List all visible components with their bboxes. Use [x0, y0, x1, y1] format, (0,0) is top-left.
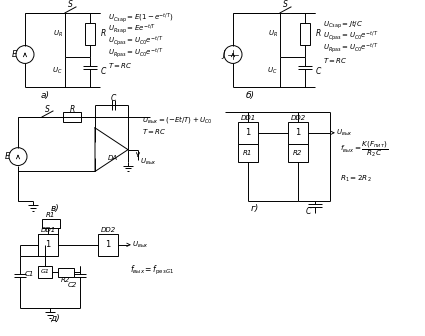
Text: 1: 1	[45, 240, 51, 249]
Text: 1: 1	[295, 128, 300, 137]
Text: $U_{R\text{раз}}=U_{C0}e^{-t/T}$: $U_{R\text{раз}}=U_{C0}e^{-t/T}$	[323, 42, 379, 55]
Text: в): в)	[51, 204, 60, 213]
Bar	[288, 122, 308, 144]
Text: $T=RC$: $T=RC$	[108, 61, 133, 70]
Text: DD2: DD2	[290, 115, 306, 121]
Text: E: E	[5, 152, 10, 161]
Text: $U_{вых}$: $U_{вых}$	[336, 128, 353, 138]
Text: DD2: DD2	[100, 227, 116, 233]
Text: E: E	[12, 50, 17, 59]
Text: R: R	[69, 104, 75, 114]
Text: S: S	[45, 104, 49, 114]
Bar	[85, 23, 95, 45]
Text: $U_C$: $U_C$	[267, 66, 278, 77]
Text: $R_1=2R_2$: $R_1=2R_2$	[340, 174, 371, 184]
Text: $T=RC$: $T=RC$	[323, 56, 348, 65]
Bar	[238, 122, 258, 144]
Text: R: R	[316, 29, 321, 38]
Text: г): г)	[251, 204, 259, 213]
Text: R: R	[101, 29, 106, 38]
Text: R1: R1	[46, 212, 56, 218]
Text: б): б)	[246, 91, 255, 100]
Text: 1: 1	[105, 240, 111, 249]
Text: $T=RC$: $T=RC$	[142, 127, 167, 136]
Text: C: C	[305, 207, 311, 216]
Text: R2: R2	[61, 277, 71, 283]
Text: DD1: DD1	[40, 227, 56, 233]
Text: $U_C$: $U_C$	[52, 66, 63, 77]
Bar	[300, 23, 310, 45]
Text: $U_R$: $U_R$	[268, 29, 278, 39]
Text: C: C	[101, 67, 106, 76]
Text: G1: G1	[40, 269, 49, 274]
Bar	[42, 219, 60, 228]
Text: S: S	[68, 0, 72, 9]
Text: C2: C2	[67, 283, 76, 288]
Bar	[58, 267, 74, 277]
Text: $U_R$: $U_R$	[53, 29, 63, 39]
Text: C: C	[110, 94, 116, 102]
Text: R2: R2	[293, 150, 303, 156]
Text: R1: R1	[243, 150, 253, 156]
Bar	[63, 112, 81, 122]
Bar	[238, 144, 258, 162]
Text: C1: C1	[25, 270, 34, 277]
Bar	[98, 234, 118, 256]
Text: DA: DA	[108, 155, 118, 161]
Text: 1: 1	[245, 128, 251, 137]
Bar	[38, 234, 58, 256]
Text: $U_{вых}=(-Et/T)+U_{C0}$: $U_{вых}=(-Et/T)+U_{C0}$	[142, 115, 212, 125]
Text: $U_{вых}$: $U_{вых}$	[132, 240, 149, 250]
Text: $f_{вых}=\dfrac{K(F_{пит})}{R_2C}$: $f_{вых}=\dfrac{K(F_{пит})}{R_2C}$	[340, 140, 388, 159]
Bar	[38, 266, 52, 278]
Text: $U_{R\text{зар}}=Ee^{-t/T}$: $U_{R\text{зар}}=Ee^{-t/T}$	[108, 23, 156, 37]
Text: $U_{C\text{раз}}=U_{C0}e^{-t/T}$: $U_{C\text{раз}}=U_{C0}e^{-t/T}$	[323, 30, 379, 43]
Text: $U_{C\text{зар}}=Jt/C$: $U_{C\text{зар}}=Jt/C$	[323, 18, 363, 31]
Text: д): д)	[50, 314, 60, 323]
Text: $U_{R\text{раз}}=U_{C0}e^{-t/T}$: $U_{R\text{раз}}=U_{C0}e^{-t/T}$	[108, 47, 164, 60]
Text: а): а)	[40, 91, 49, 100]
Text: J: J	[223, 50, 225, 59]
Bar	[288, 144, 308, 162]
Text: C: C	[316, 67, 321, 76]
Text: $U_{вых}$: $U_{вых}$	[140, 157, 157, 167]
Text: S: S	[283, 0, 287, 9]
Text: $f_{вых}=f_{\text{рез}G1}$: $f_{вых}=f_{\text{рез}G1}$	[130, 264, 174, 277]
Text: $U_{C\text{раз}}=U_{C0}e^{-t/T}$: $U_{C\text{раз}}=U_{C0}e^{-t/T}$	[108, 35, 164, 48]
Text: DD1: DD1	[241, 115, 255, 121]
Text: $U_{C\text{зар}}=E(1-e^{-t/T})$: $U_{C\text{зар}}=E(1-e^{-t/T})$	[108, 11, 174, 25]
